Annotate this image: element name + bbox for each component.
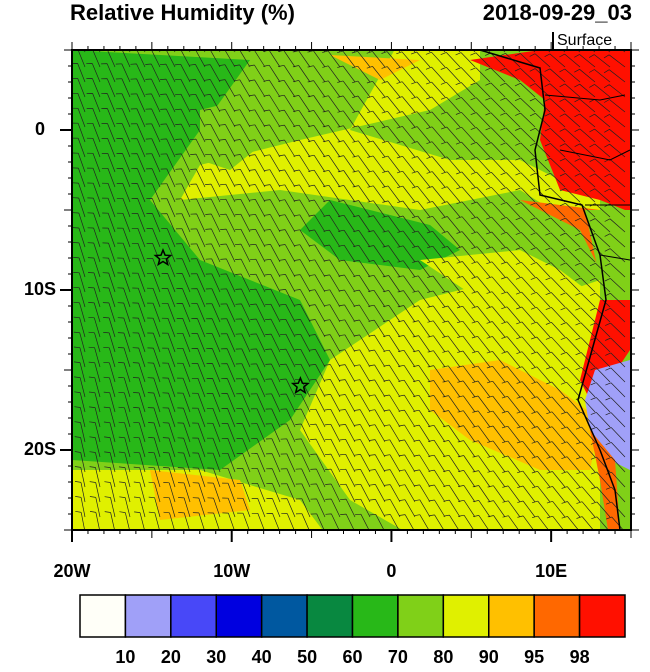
humidity-patch <box>470 50 631 213</box>
colorbar-label: 10 <box>115 647 135 667</box>
colorbar: 10 20 30 40 50 60 70 80 90 95 98 <box>79 594 626 667</box>
humidity-patch <box>300 200 460 270</box>
humidity-patch <box>585 360 630 470</box>
colorbar-box <box>397 594 445 638</box>
axes: 20W 10W 0 10E 0 10S 20S <box>24 42 639 581</box>
humidity-patch <box>150 470 250 520</box>
colorbar-box <box>351 594 399 638</box>
humidity-patch <box>590 430 620 530</box>
level: Surface <box>557 32 612 49</box>
colorbar-label: 20 <box>161 647 181 667</box>
humidity-patch <box>430 360 600 470</box>
colorbar-label: 90 <box>479 647 499 667</box>
colorbar-label: 40 <box>252 647 272 667</box>
y-tick-label: 20S <box>24 439 56 459</box>
colorbar-box <box>578 594 626 638</box>
coastline <box>479 50 621 530</box>
humidity-patch <box>420 250 600 320</box>
colorbar-label: 95 <box>524 647 544 667</box>
colorbar-box <box>260 594 308 638</box>
wind-barbs <box>72 50 626 530</box>
colorbar-label: 50 <box>297 647 317 667</box>
humidity-field <box>72 50 631 530</box>
colorbar-box <box>306 594 354 638</box>
colorbar-label: 98 <box>570 647 590 667</box>
overlay <box>72 50 631 530</box>
title: Relative Humidity (%) <box>70 0 295 25</box>
colorbar-box <box>488 594 535 638</box>
colorbar-label: 60 <box>342 647 362 667</box>
colorbar-box <box>442 594 490 638</box>
colorbar-label: 80 <box>433 647 453 667</box>
colorbar-box <box>533 594 581 638</box>
x-tick-label: 20W <box>53 561 90 581</box>
valid-time: 2018-09-29_03 <box>483 0 632 25</box>
humidity-patch <box>72 50 330 470</box>
station-star <box>153 247 173 267</box>
humidity-patch <box>585 210 630 300</box>
colorbar-box <box>124 594 172 638</box>
humidity-patch <box>580 300 630 400</box>
station-star <box>290 375 310 395</box>
colorbar-label: 30 <box>206 647 226 667</box>
borders <box>544 94 631 261</box>
colorbar-box <box>170 594 217 638</box>
x-tick-label: 10E <box>535 561 567 581</box>
colorbar-box <box>79 594 127 638</box>
y-tick-label: 0 <box>35 119 45 139</box>
y-tick-label: 10S <box>24 279 56 299</box>
x-tick-label: 0 <box>386 561 396 581</box>
colorbar-box <box>215 594 263 638</box>
x-tick-label: 10W <box>213 561 250 581</box>
colorbar-label: 70 <box>388 647 408 667</box>
humidity-patch <box>330 55 420 80</box>
humidity-patch <box>200 100 280 170</box>
